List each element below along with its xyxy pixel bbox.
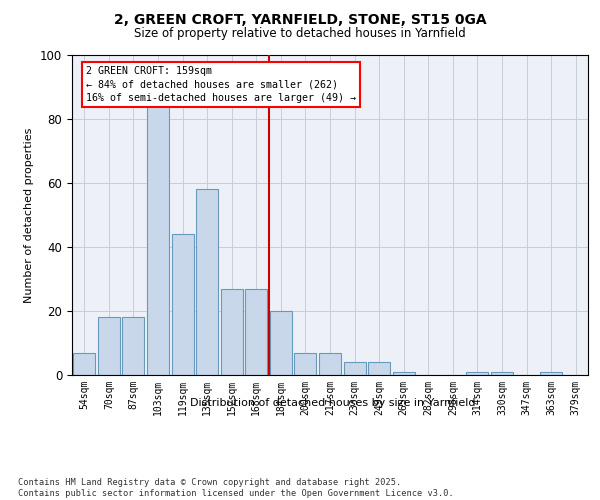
Bar xyxy=(368,362,390,375)
Bar xyxy=(245,288,268,375)
Bar xyxy=(344,362,365,375)
Text: 2 GREEN CROFT: 159sqm
← 84% of detached houses are smaller (262)
16% of semi-det: 2 GREEN CROFT: 159sqm ← 84% of detached … xyxy=(86,66,356,102)
Bar xyxy=(172,234,194,375)
Bar xyxy=(319,352,341,375)
Text: Size of property relative to detached houses in Yarnfield: Size of property relative to detached ho… xyxy=(134,28,466,40)
Bar xyxy=(270,311,292,375)
Bar xyxy=(221,288,243,375)
Bar xyxy=(491,372,513,375)
Y-axis label: Number of detached properties: Number of detached properties xyxy=(25,128,34,302)
Bar xyxy=(98,318,120,375)
Text: Distribution of detached houses by size in Yarnfield: Distribution of detached houses by size … xyxy=(190,398,476,407)
Bar xyxy=(540,372,562,375)
Bar xyxy=(392,372,415,375)
Text: Contains HM Land Registry data © Crown copyright and database right 2025.
Contai: Contains HM Land Registry data © Crown c… xyxy=(18,478,454,498)
Bar xyxy=(73,352,95,375)
Text: 2, GREEN CROFT, YARNFIELD, STONE, ST15 0GA: 2, GREEN CROFT, YARNFIELD, STONE, ST15 0… xyxy=(113,12,487,26)
Bar xyxy=(295,352,316,375)
Bar xyxy=(122,318,145,375)
Bar xyxy=(466,372,488,375)
Bar xyxy=(147,106,169,375)
Bar xyxy=(196,190,218,375)
